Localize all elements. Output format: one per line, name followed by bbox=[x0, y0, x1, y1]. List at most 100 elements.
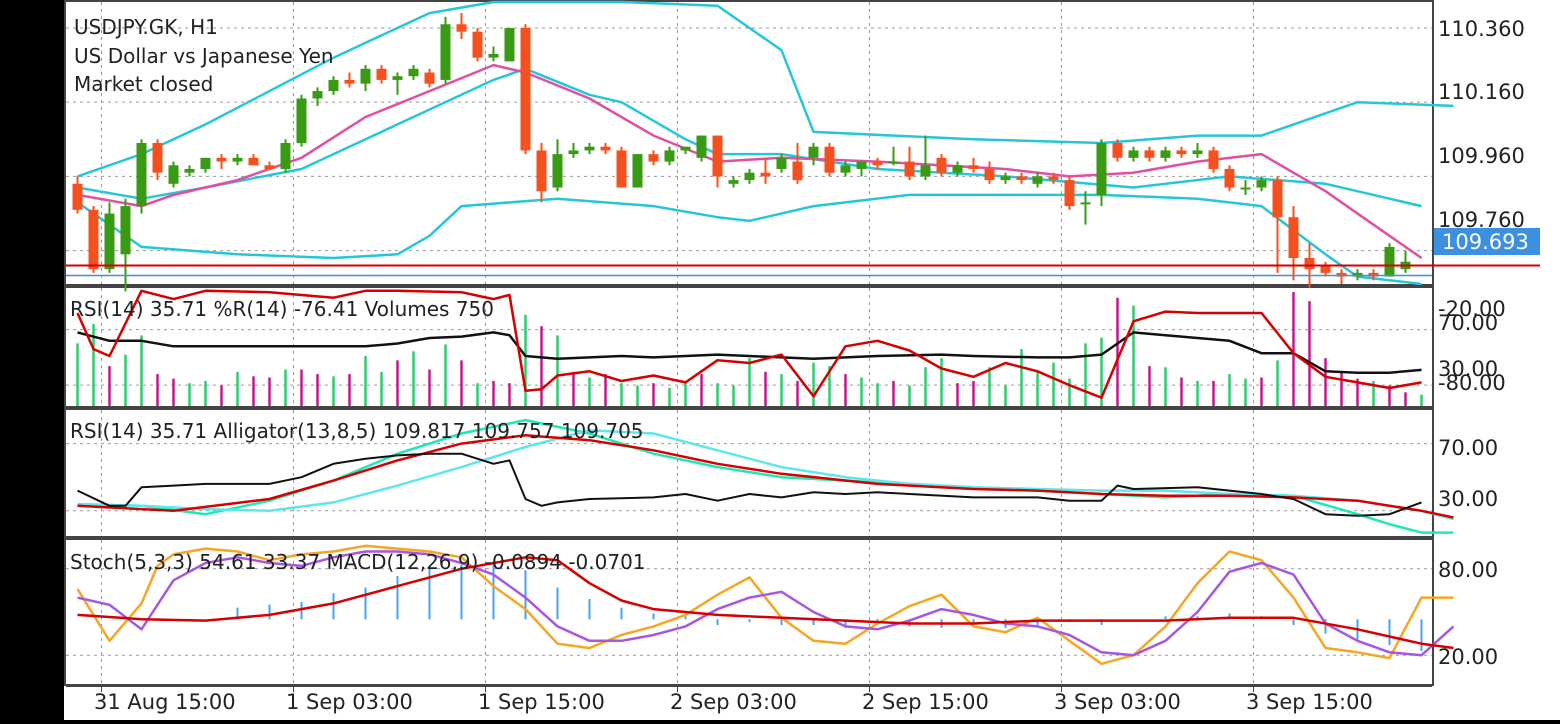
bearish-candle bbox=[1272, 180, 1283, 218]
bearish-candle bbox=[1304, 258, 1315, 270]
bearish-candle bbox=[456, 24, 467, 32]
bullish-candle bbox=[632, 154, 643, 188]
bullish-candle bbox=[328, 79, 339, 92]
current-price-badge bbox=[1434, 228, 1540, 255]
bullish-candle bbox=[1160, 150, 1171, 158]
bearish-candle bbox=[872, 161, 883, 166]
bearish-candle bbox=[536, 150, 547, 192]
bearish-candle bbox=[760, 172, 771, 177]
bearish-candle bbox=[72, 183, 83, 210]
osc1-axis-label: -20.00 bbox=[1438, 297, 1506, 321]
bullish-candle bbox=[1240, 187, 1251, 190]
rsi-alligator-panel[interactable]: RSI(14) 35.71 Alligator(13,8,5) 109.817 … bbox=[70, 418, 1498, 534]
bearish-candle bbox=[1288, 217, 1299, 259]
bullish-candle bbox=[488, 53, 499, 58]
rsi-williams-volume-label: RSI(14) 35.71 %R(14) -76.41 Volumes 750 bbox=[70, 297, 494, 321]
bullish-candle bbox=[104, 213, 115, 270]
bearish-candle bbox=[344, 79, 355, 84]
bullish-candle bbox=[360, 68, 371, 84]
bullish-candle bbox=[920, 165, 931, 177]
time-tick-label: 1 Sep 03:00 bbox=[286, 690, 413, 714]
stoch-macd-lines bbox=[76, 544, 1455, 666]
bearish-candle bbox=[616, 150, 627, 188]
bullish-candle bbox=[408, 68, 419, 77]
bullish-candle bbox=[392, 76, 403, 80]
bullish-candle bbox=[680, 146, 691, 151]
bullish-candle bbox=[440, 24, 451, 80]
bullish-candle bbox=[296, 98, 307, 143]
price-level-lines bbox=[66, 264, 1540, 277]
bearish-candle bbox=[1016, 176, 1027, 181]
time-tick-label: 31 Aug 15:00 bbox=[94, 690, 236, 714]
bullish-candle bbox=[1256, 180, 1267, 188]
macd-signal-line bbox=[77, 556, 1454, 650]
time-tick-label: 1 Sep 15:00 bbox=[478, 690, 605, 714]
price-panel[interactable]: USDJPY.GK, H1 US Dollar vs Japanese Yen … bbox=[66, 0, 1540, 292]
bullish-candle bbox=[664, 150, 675, 162]
bullish-candle bbox=[552, 154, 563, 188]
rsi-line bbox=[77, 452, 1422, 517]
description-label: US Dollar vs Japanese Yen bbox=[74, 44, 334, 68]
market-status-label: Market closed bbox=[74, 72, 213, 96]
bearish-candle bbox=[792, 161, 803, 181]
symbol-label: USDJPY.GK, H1 bbox=[74, 15, 218, 39]
bearish-candle bbox=[600, 146, 611, 151]
bearish-candle bbox=[1048, 176, 1059, 181]
bullish-candle bbox=[952, 165, 963, 173]
price-axis-label: 109.960 bbox=[1438, 144, 1525, 168]
bullish-candle bbox=[1128, 150, 1139, 158]
bullish-candle bbox=[1096, 143, 1107, 195]
time-tick-label: 2 Sep 03:00 bbox=[670, 690, 797, 714]
alligator-jaw-line bbox=[77, 433, 1454, 519]
bullish-candle bbox=[312, 91, 323, 99]
bearish-candle bbox=[472, 31, 483, 58]
bearish-candle bbox=[248, 157, 259, 166]
time-axis: 31 Aug 15:00 1 Sep 03:00 1 Sep 15:00 2 S… bbox=[94, 690, 1373, 714]
bearish-candle bbox=[984, 168, 995, 181]
rsi-williams-volume-panel[interactable]: RSI(14) 35.71 %R(14) -76.41 Volumes 750 … bbox=[70, 289, 1506, 406]
osc3-axis-label: 80.00 bbox=[1438, 558, 1498, 582]
bearish-candle bbox=[1064, 180, 1075, 207]
bollinger-upper-line bbox=[77, 0, 1454, 178]
bullish-candle bbox=[168, 165, 179, 184]
bullish-candle bbox=[280, 143, 291, 169]
bullish-candle bbox=[184, 168, 195, 173]
bearish-candle bbox=[1320, 265, 1331, 273]
stoch-macd-panel[interactable]: Stoch(5,3,3) 54.61 33.37 MACD(12,26,9) -… bbox=[70, 544, 1498, 669]
time-tick-label: 3 Sep 03:00 bbox=[1054, 690, 1181, 714]
bullish-candle bbox=[200, 157, 211, 169]
bullish-candle bbox=[840, 165, 851, 173]
bullish-candle bbox=[120, 206, 131, 255]
alligator-teeth-line bbox=[77, 428, 1454, 521]
stoch-main-line bbox=[76, 544, 1454, 666]
osc1-axis-label: 30.00 bbox=[1438, 357, 1498, 381]
bullish-candle bbox=[504, 27, 515, 62]
bullish-candle bbox=[1192, 150, 1203, 155]
bullish-candle bbox=[584, 146, 595, 151]
macd-histogram bbox=[236, 561, 1423, 651]
bearish-candle bbox=[520, 27, 531, 151]
bearish-candle bbox=[376, 68, 387, 80]
bullish-candle bbox=[776, 157, 787, 169]
bearish-candle bbox=[424, 72, 435, 84]
bullish-candle bbox=[888, 161, 899, 164]
rsi-line bbox=[77, 331, 1422, 374]
osc1-axis-label: 70.00 bbox=[1438, 311, 1498, 335]
current-price-label: 109.693 bbox=[1442, 230, 1529, 254]
bearish-candle bbox=[712, 135, 723, 177]
bearish-candle bbox=[904, 161, 915, 177]
bullish-candle bbox=[136, 143, 147, 207]
bearish-candle bbox=[648, 154, 659, 162]
osc2-axis-label: 70.00 bbox=[1438, 436, 1498, 460]
bullish-candle bbox=[1032, 176, 1043, 184]
bearish-candle bbox=[216, 157, 227, 162]
bullish-candle bbox=[808, 146, 819, 158]
bearish-candle bbox=[1208, 150, 1219, 169]
bullish-candle bbox=[1384, 246, 1395, 277]
bearish-candle bbox=[1144, 150, 1155, 158]
bearish-candle bbox=[968, 165, 979, 169]
osc3-axis-label: 20.00 bbox=[1438, 645, 1498, 669]
price-axis-label: 110.360 bbox=[1438, 17, 1525, 41]
